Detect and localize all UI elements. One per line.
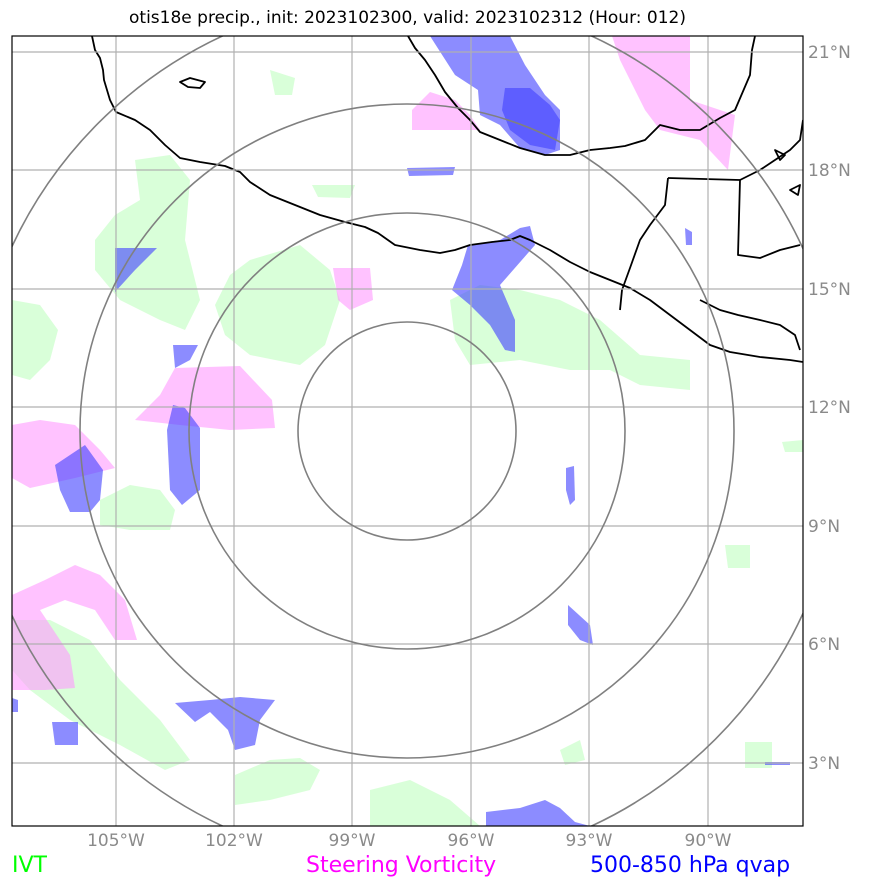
island — [179, 77, 206, 89]
qvap-region — [175, 697, 275, 750]
ivt-region — [725, 545, 750, 568]
lon-tick-label: 93°W — [566, 831, 613, 851]
qvap-region — [55, 445, 103, 512]
vorticity-region — [12, 565, 137, 690]
lon-tick-label: 96°W — [448, 831, 495, 851]
ivt-region — [370, 780, 480, 826]
gulf-coastline — [407, 36, 756, 156]
qvap-region — [568, 605, 593, 645]
vorticity-region — [612, 36, 735, 170]
qvap-region — [12, 698, 18, 712]
qvap-region — [566, 466, 575, 505]
ivt-region — [95, 155, 200, 330]
range-ring-3 — [79, 103, 735, 759]
coastline-layer — [91, 36, 803, 363]
lat-tick-label: 18°N — [808, 161, 851, 181]
ivt-region — [560, 740, 585, 765]
ivt-region — [100, 485, 175, 530]
ivt-region — [215, 245, 340, 365]
qvap-region — [115, 248, 157, 292]
range-rings — [12, 36, 803, 826]
legend-qvap: 500-850 hPa qvap — [590, 853, 791, 878]
graticule-layer — [12, 36, 803, 826]
mexico-pacific-coastline — [91, 36, 803, 363]
longitude-ticks: 105°W 102°W 99°W 96°W 93°W 90°W — [87, 831, 732, 851]
lon-tick-label: 102°W — [205, 831, 263, 851]
ivt-layer — [12, 70, 803, 826]
ivt-region — [312, 185, 355, 198]
range-ring-1 — [297, 321, 517, 541]
vorticity-region — [412, 92, 480, 130]
central-america-border — [699, 299, 801, 351]
qvap-region — [502, 88, 560, 150]
legend-steering-vorticity: Steering Vorticity — [306, 853, 497, 878]
lon-tick-label: 105°W — [87, 831, 145, 851]
qvap-region — [167, 405, 200, 505]
lon-tick-label: 90°W — [685, 831, 732, 851]
lat-tick-label: 21°N — [808, 43, 851, 63]
ivt-region — [270, 70, 295, 95]
yucatan-east-coast — [739, 119, 803, 181]
lat-tick-label: 12°N — [808, 398, 851, 418]
ivt-region — [12, 300, 58, 380]
ivt-region — [235, 758, 320, 805]
qvap-region — [52, 722, 78, 745]
plot-frame — [11, 35, 804, 827]
qvap-region — [486, 800, 590, 826]
qvap-region — [407, 167, 455, 176]
ivt-region — [782, 440, 803, 452]
lat-tick-label: 9°N — [808, 517, 840, 537]
legend-ivt: IVT — [12, 853, 47, 878]
ivt-region — [745, 742, 772, 768]
latitude-ticks: 21°N 18°N 15°N 12°N 9°N 6°N 3°N — [808, 43, 851, 774]
guatemala-border — [619, 177, 669, 311]
range-ring-2 — [188, 212, 626, 650]
lat-tick-label: 15°N — [808, 280, 851, 300]
qvap-region — [685, 228, 692, 245]
vorticity-region — [135, 366, 275, 430]
lon-tick-label: 99°W — [329, 831, 376, 851]
qvap-region — [173, 345, 198, 368]
island — [774, 149, 786, 161]
map-title: otis18e precip., init: 2023102300, valid… — [129, 8, 686, 28]
island — [789, 184, 801, 196]
lat-tick-label: 6°N — [808, 635, 840, 655]
yucatan-border — [667, 177, 801, 259]
lat-tick-label: 3°N — [808, 754, 840, 774]
